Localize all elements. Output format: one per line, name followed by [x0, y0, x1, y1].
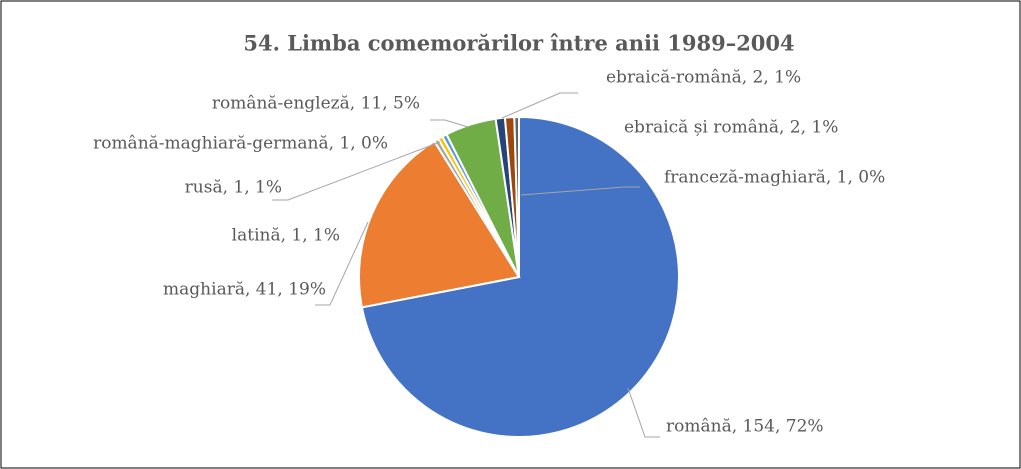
leader-line — [315, 221, 369, 306]
data-label: română, 154, 72% — [666, 417, 824, 437]
pie-slice — [360, 115, 680, 438]
leader-line — [520, 186, 640, 196]
leader-line — [627, 387, 660, 438]
chart-title: 54. Limba comemorărilor între anii 1989–… — [243, 31, 794, 56]
leader-line — [430, 119, 469, 128]
pie-slice — [513, 115, 520, 278]
data-label: ebraică și română, 2, 1% — [624, 118, 838, 138]
leader-line — [272, 141, 441, 201]
data-label: rusă, 1, 1% — [185, 178, 282, 198]
data-label: maghiară, 41, 19% — [163, 280, 326, 300]
data-label: latină, 1, 1% — [232, 226, 340, 246]
data-label: ebraică-română, 2, 1% — [606, 68, 801, 88]
pie-slice — [358, 139, 521, 309]
data-label: română-maghiară-germană, 1, 0% — [93, 134, 388, 154]
data-label: română-engleză, 11, 5% — [212, 94, 420, 114]
leader-line — [501, 92, 578, 119]
data-label: franceză-maghiară, 1, 0% — [664, 168, 885, 188]
